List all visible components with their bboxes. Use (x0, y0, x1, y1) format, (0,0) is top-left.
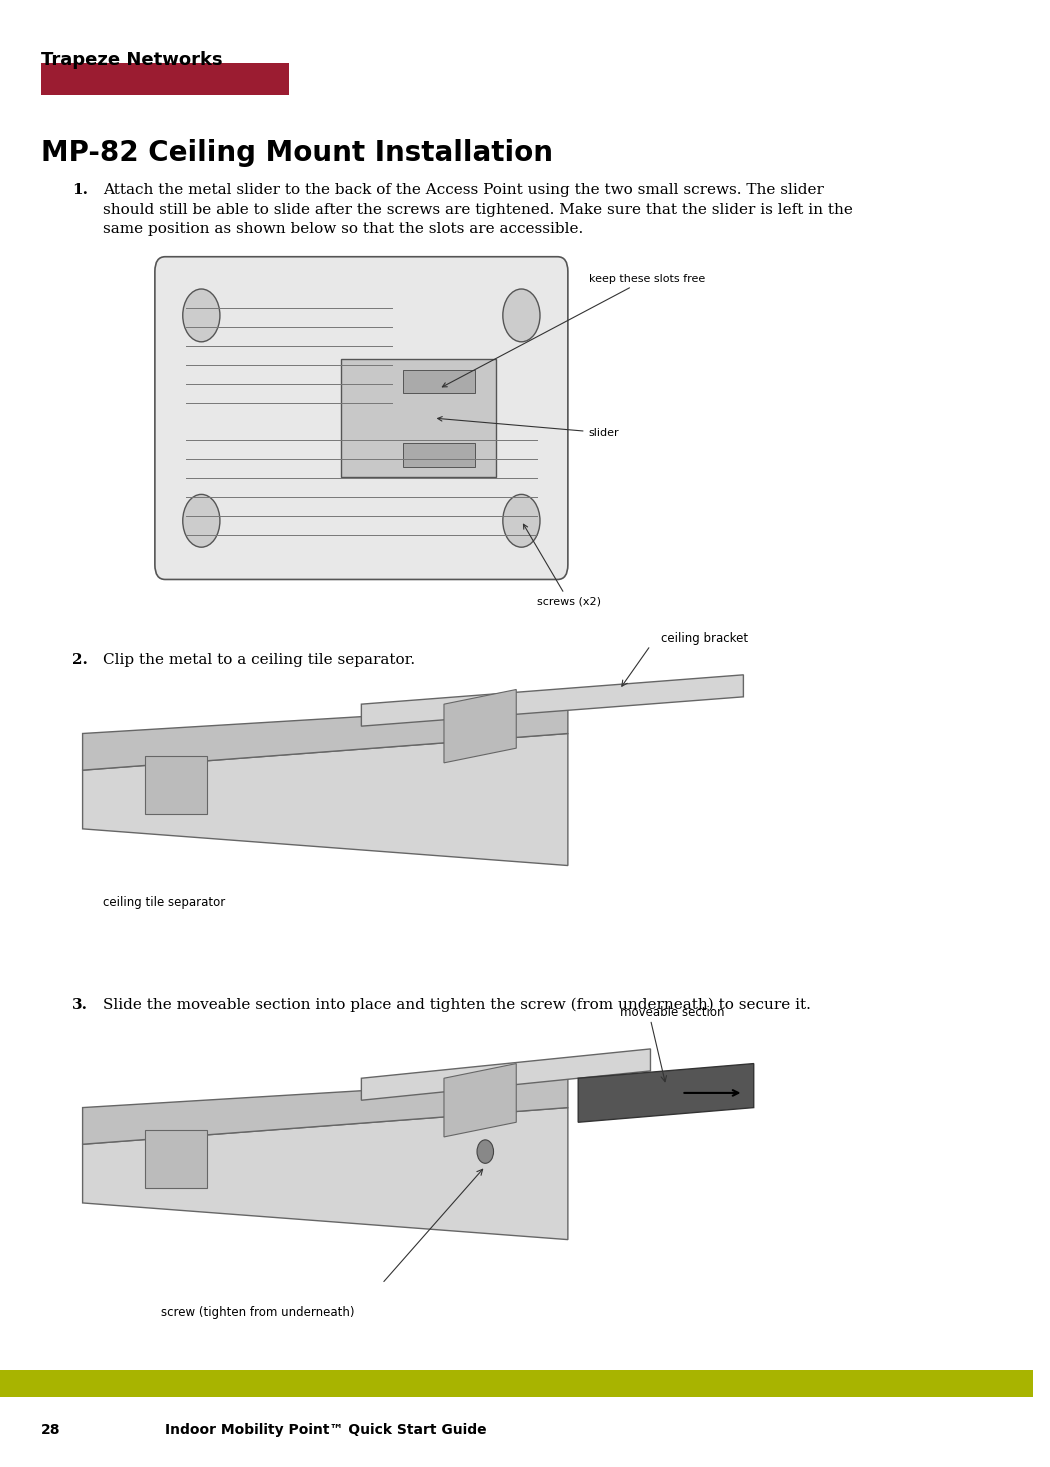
Text: slider: slider (438, 417, 620, 437)
Text: Indoor Mobility Point™ Quick Start Guide: Indoor Mobility Point™ Quick Start Guide (165, 1423, 487, 1438)
Text: Attach the metal slider to the back of the Access Point using the two small scre: Attach the metal slider to the back of t… (103, 183, 853, 236)
Text: ceiling tile separator: ceiling tile separator (103, 896, 226, 908)
Circle shape (503, 289, 540, 342)
Polygon shape (361, 1049, 651, 1100)
Polygon shape (83, 704, 568, 770)
Polygon shape (83, 1078, 568, 1144)
Text: moveable section: moveable section (620, 1006, 724, 1018)
Polygon shape (444, 689, 517, 763)
Text: screws (x2): screws (x2) (524, 524, 601, 606)
Bar (340, 359, 496, 477)
Circle shape (503, 494, 540, 547)
Bar (145, 756, 207, 814)
Text: keep these slots free: keep these slots free (442, 274, 705, 387)
Text: 2.: 2. (72, 653, 88, 667)
Bar (402, 443, 475, 467)
Text: 3.: 3. (72, 998, 88, 1012)
Bar (41, 63, 289, 95)
Polygon shape (83, 734, 568, 866)
FancyBboxPatch shape (154, 257, 568, 579)
Bar (0, 1370, 1032, 1397)
Circle shape (183, 494, 219, 547)
Text: screw (tighten from underneath): screw (tighten from underneath) (162, 1307, 355, 1319)
Text: 28: 28 (41, 1423, 61, 1438)
Text: Trapeze Networks: Trapeze Networks (41, 51, 223, 69)
Text: MP-82 Ceiling Mount Installation: MP-82 Ceiling Mount Installation (41, 139, 553, 167)
Text: Clip the metal to a ceiling tile separator.: Clip the metal to a ceiling tile separat… (103, 653, 416, 667)
Bar (402, 370, 475, 393)
Circle shape (477, 1140, 493, 1163)
Text: Slide the moveable section into place and tighten the screw (from underneath) to: Slide the moveable section into place an… (103, 998, 811, 1012)
Text: 1.: 1. (72, 183, 88, 198)
Bar (145, 1130, 207, 1188)
Polygon shape (361, 675, 743, 726)
Polygon shape (444, 1064, 517, 1137)
Circle shape (183, 289, 219, 342)
Text: ceiling bracket: ceiling bracket (660, 632, 748, 644)
Polygon shape (83, 1108, 568, 1240)
Polygon shape (579, 1064, 754, 1122)
